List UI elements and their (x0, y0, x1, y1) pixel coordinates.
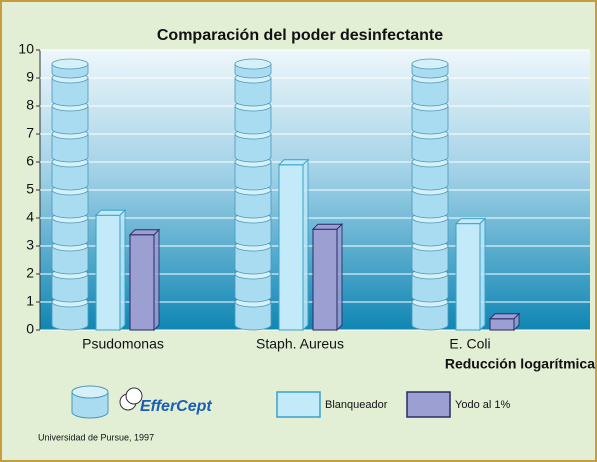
bar (313, 224, 342, 330)
bar-front (313, 229, 337, 330)
y-tick-label: 9 (26, 69, 34, 85)
y-tick-label: 2 (26, 265, 34, 281)
bar (490, 314, 519, 330)
bar (130, 230, 159, 330)
legend-label: Blanqueador (325, 399, 388, 411)
tablet-top (412, 59, 448, 69)
bar (456, 219, 485, 330)
legend-label: EfferCept (140, 398, 212, 415)
bar-side (154, 230, 159, 330)
tablet-top (52, 59, 88, 69)
x-tick-label: Staph. Aureus (256, 336, 344, 352)
y-tick-label: 10 (18, 41, 34, 57)
y-tick-label: 6 (26, 153, 34, 169)
bar (279, 160, 308, 330)
tablet-stack (52, 59, 88, 330)
y-tick-label: 8 (26, 97, 34, 113)
bar-side (303, 160, 308, 330)
legend-swatch (277, 392, 320, 417)
y-tick-label: 1 (26, 293, 34, 309)
x-tick-label: E. Coli (449, 336, 490, 352)
legend-swatch (407, 392, 450, 417)
bar (96, 210, 125, 330)
tablet-top (235, 59, 271, 69)
source: Universidad de Pursue, 1997 (38, 432, 154, 442)
bar-side (337, 224, 342, 330)
bar-front (130, 235, 154, 330)
chart: Comparación del poder desinfectante Redu… (0, 0, 597, 462)
legend-label: Yodo al 1% (455, 399, 510, 411)
bar-side (480, 219, 485, 330)
legend-icon (72, 386, 108, 398)
tablet-stack (412, 59, 448, 330)
y-tick-label: 3 (26, 237, 34, 253)
x-axis-label: Reducción logarítmica (445, 356, 595, 372)
bar-front (96, 215, 120, 330)
y-tick-label: 4 (26, 209, 34, 225)
y-tick-label: 7 (26, 125, 34, 141)
y-tick-label: 5 (26, 181, 34, 197)
bar-front (279, 165, 303, 330)
x-tick-label: Psudomonas (82, 336, 164, 352)
y-tick-label: 0 (26, 321, 34, 337)
bar-front (490, 319, 514, 330)
chart-title: Comparación del poder desinfectante (157, 27, 443, 44)
bar-side (120, 210, 125, 330)
tablet-stack (235, 59, 271, 330)
bar-front (456, 224, 480, 330)
